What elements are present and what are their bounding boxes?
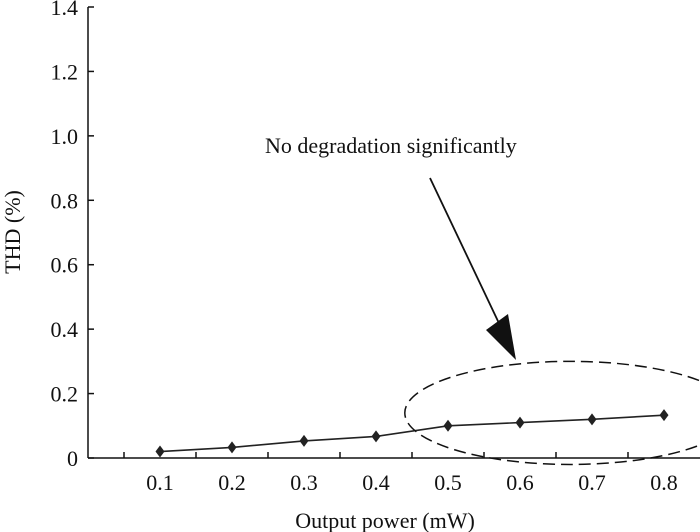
annotation-text: No degradation significantly (265, 133, 517, 158)
data-point (659, 409, 669, 422)
x-tick-label: 0.1 (146, 470, 174, 495)
y-tick-label: 1.0 (51, 124, 79, 149)
y-tick-label: 0.2 (51, 382, 79, 407)
data-point (515, 416, 525, 429)
x-tick-label: 0.7 (578, 470, 606, 495)
y-tick-label: 0 (67, 446, 78, 471)
x-tick-label: 0.8 (650, 470, 678, 495)
x-tick-label: 0.5 (434, 470, 462, 495)
y-tick-label: 1.4 (51, 0, 79, 20)
x-axis-label: Output power (mW) (295, 508, 475, 532)
highlight-ellipse (404, 360, 700, 466)
ticks: 0 0.2 0.4 0.6 0.8 1.0 1.2 1.4 0.1 0.2 0.3 0.4 0.5 0.6… (51, 0, 678, 495)
data-point (299, 434, 309, 447)
series-line (159, 414, 665, 453)
data-point (155, 445, 165, 458)
x-tick-label: 0.3 (290, 470, 318, 495)
y-tick-label: 1.2 (51, 59, 79, 84)
series (155, 409, 669, 458)
y-tick-label: 0.4 (51, 317, 79, 342)
x-tick-label: 0.2 (218, 470, 246, 495)
data-point (227, 441, 237, 454)
data-point (443, 419, 453, 432)
axes (87, 7, 700, 459)
y-tick-label: 0.8 (51, 188, 79, 213)
x-tick-label: 0.6 (506, 470, 534, 495)
data-point (587, 413, 597, 426)
y-tick-label: 0.6 (51, 253, 79, 278)
annotation-arrow-head (486, 314, 516, 360)
annotation (404, 177, 700, 466)
annotation-arrow-line (429, 177, 507, 339)
y-axis-label: THD (%) (0, 190, 25, 274)
data-point (371, 430, 381, 443)
x-tick-label: 0.4 (362, 470, 390, 495)
